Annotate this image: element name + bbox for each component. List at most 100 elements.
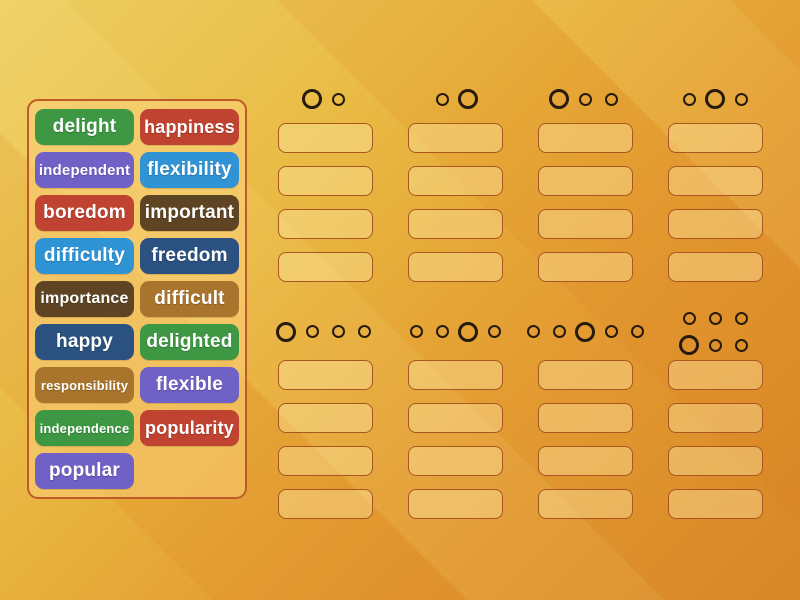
- word-tile-boredom[interactable]: boredom: [35, 195, 134, 231]
- word-tile-label: important: [144, 202, 235, 223]
- unstressed-syllable-icon: [331, 92, 345, 106]
- drop-slot[interactable]: [407, 166, 503, 196]
- unstressed-syllable-icon: [708, 311, 722, 325]
- drop-slot[interactable]: [277, 403, 373, 433]
- stress-pattern-row: [678, 88, 752, 110]
- stress-circle-cell: [678, 334, 700, 356]
- word-tile-delighted[interactable]: delighted: [140, 324, 239, 360]
- unstressed-syllable-icon: [487, 325, 501, 338]
- unstressed-syllable-icon: [552, 325, 566, 338]
- stress-circle-cell: [730, 334, 752, 356]
- word-tile-happiness[interactable]: happiness: [140, 109, 239, 145]
- word-tile-label: flexible: [155, 374, 224, 395]
- drop-slot[interactable]: [537, 403, 633, 433]
- word-tile-label: difficult: [154, 288, 225, 309]
- drop-slot[interactable]: [667, 403, 763, 433]
- stress-circle-cell: [574, 321, 596, 343]
- unstressed-syllable-icon: [734, 92, 748, 106]
- word-tile-responsibility[interactable]: responsibility: [35, 367, 134, 403]
- stress-circle-cell: [327, 321, 349, 343]
- drop-slot[interactable]: [537, 252, 633, 282]
- word-tile-delight[interactable]: delight: [35, 109, 134, 145]
- stress-circle-cell: [405, 321, 427, 343]
- word-tile-flexible[interactable]: flexible: [140, 367, 239, 403]
- word-tile-label: responsibility: [40, 377, 129, 393]
- unstressed-syllable-icon: [734, 338, 748, 352]
- stress-circle-cell: [457, 88, 479, 110]
- drop-slot[interactable]: [277, 446, 373, 476]
- drop-slot[interactable]: [277, 166, 373, 196]
- drop-slot[interactable]: [667, 252, 763, 282]
- unstressed-syllable-icon: [682, 311, 696, 325]
- drop-slot[interactable]: [407, 489, 503, 519]
- stress-pattern-header: [260, 75, 390, 123]
- drop-slot[interactable]: [277, 209, 373, 239]
- unstressed-syllable-icon: [357, 325, 371, 338]
- drop-slot[interactable]: [537, 209, 633, 239]
- stress-pattern-header: [390, 75, 520, 123]
- word-tile-importance[interactable]: importance: [35, 281, 134, 317]
- stress-circle-cell: [353, 321, 375, 343]
- stressed-syllable-icon: [549, 89, 569, 109]
- word-tile-popularity[interactable]: popularity: [140, 410, 239, 446]
- drop-slot[interactable]: [667, 123, 763, 153]
- unstressed-syllable-icon: [435, 325, 449, 338]
- word-tile-label: independent: [38, 161, 131, 179]
- group-8: [650, 303, 780, 532]
- word-tile-independent[interactable]: independent: [35, 152, 134, 188]
- stress-circle-cell: [327, 88, 349, 110]
- word-tile-freedom[interactable]: freedom: [140, 238, 239, 274]
- stress-circle-cell: [678, 88, 700, 110]
- drop-slot[interactable]: [537, 166, 633, 196]
- word-tile-flexibility[interactable]: flexibility: [140, 152, 239, 188]
- word-tile-difficulty[interactable]: difficulty: [35, 238, 134, 274]
- stress-circle-cell: [704, 334, 726, 356]
- drop-slot[interactable]: [667, 360, 763, 390]
- drop-slot[interactable]: [667, 489, 763, 519]
- drop-slot[interactable]: [537, 489, 633, 519]
- word-bank-panel: delight happiness independent flexibility bo…: [27, 99, 247, 499]
- word-tile-label: delight: [52, 116, 117, 137]
- drop-slot[interactable]: [667, 209, 763, 239]
- drop-slot[interactable]: [407, 252, 503, 282]
- drop-slot[interactable]: [277, 252, 373, 282]
- stress-circle-cell: [431, 321, 453, 343]
- word-tile-happy[interactable]: happy: [35, 324, 134, 360]
- group-5: [260, 303, 390, 532]
- drop-slot[interactable]: [277, 123, 373, 153]
- stress-pattern-row: [678, 307, 752, 329]
- drop-slot[interactable]: [537, 446, 633, 476]
- stressed-syllable-icon: [575, 321, 595, 342]
- unstressed-syllable-icon: [435, 92, 449, 106]
- drop-slot[interactable]: [407, 360, 503, 390]
- word-tile-important[interactable]: important: [140, 195, 239, 231]
- drop-slot[interactable]: [537, 360, 633, 390]
- stress-circle-cell: [730, 88, 752, 110]
- stress-pattern-row: [548, 88, 622, 110]
- stress-pattern-header: [520, 303, 650, 360]
- drop-slot[interactable]: [537, 123, 633, 153]
- drop-slot[interactable]: [277, 360, 373, 390]
- word-tile-label: happiness: [144, 116, 235, 137]
- stress-pattern-header: [650, 75, 780, 123]
- drop-slot[interactable]: [667, 166, 763, 196]
- stress-circle-cell: [626, 321, 648, 343]
- drop-slot[interactable]: [407, 446, 503, 476]
- stress-circle-cell: [730, 307, 752, 329]
- drop-slot[interactable]: [407, 123, 503, 153]
- stress-pattern-row: [522, 321, 648, 343]
- stress-circle-cell: [275, 321, 297, 343]
- word-tile-label: popularity: [144, 417, 234, 438]
- word-tile-difficult[interactable]: difficult: [140, 281, 239, 317]
- unstressed-syllable-icon: [578, 92, 592, 106]
- stress-circle-cell: [522, 321, 544, 343]
- drop-slot[interactable]: [277, 489, 373, 519]
- drop-slot[interactable]: [667, 446, 763, 476]
- stress-circle-cell: [704, 88, 726, 110]
- word-tile-label: boredom: [43, 202, 126, 223]
- drop-slot[interactable]: [407, 403, 503, 433]
- word-tile-independence[interactable]: independence: [35, 410, 134, 446]
- word-tile-popular[interactable]: popular: [35, 453, 134, 489]
- drop-slot[interactable]: [407, 209, 503, 239]
